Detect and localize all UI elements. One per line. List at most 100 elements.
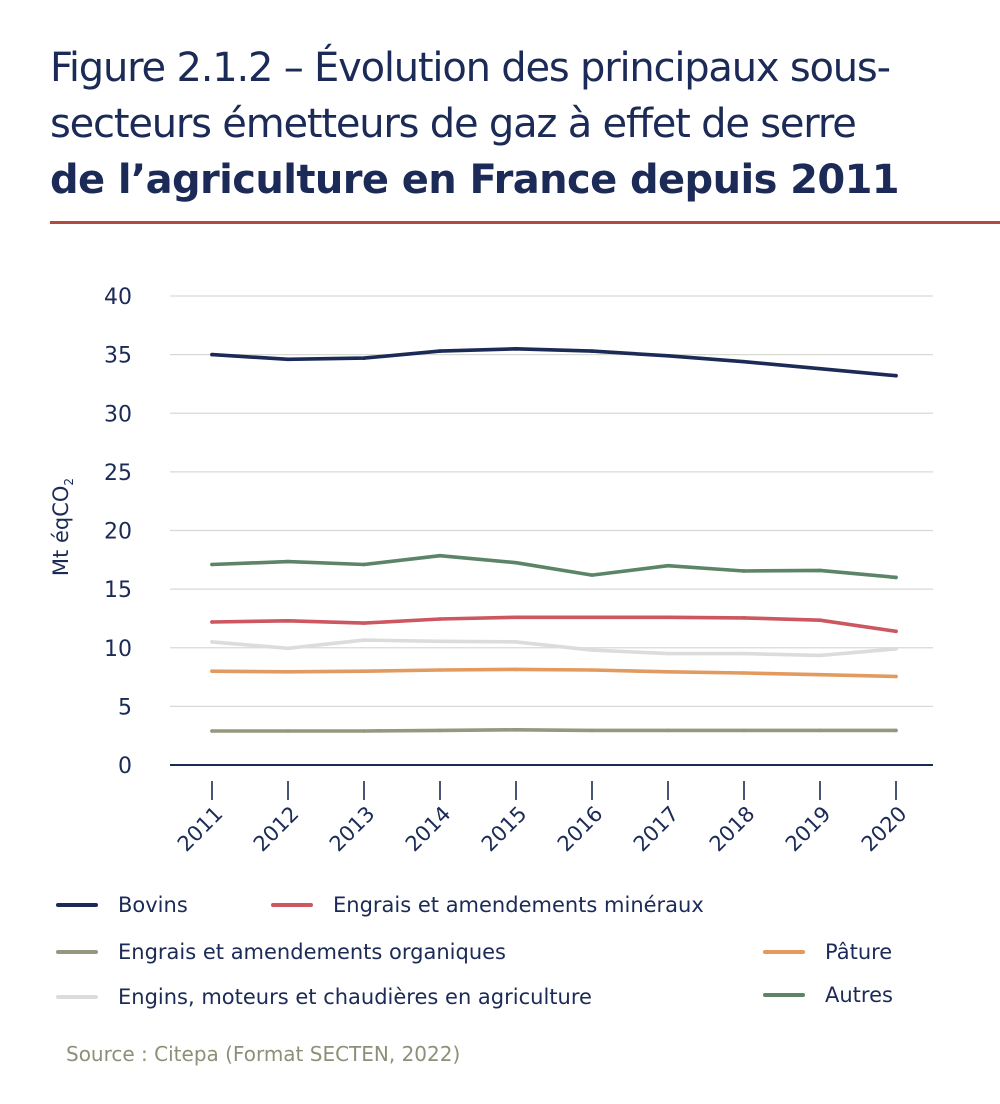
data-point — [590, 668, 594, 672]
series-lines — [210, 346, 898, 733]
data-point — [666, 728, 670, 733]
x-tick-label: 2017 — [629, 802, 684, 857]
title-line-3: de l’agriculture en France depuis 2011 — [50, 157, 900, 203]
data-point — [210, 669, 214, 673]
data-point — [438, 639, 442, 644]
source-note: Source : Citepa (Format SECTEN, 2022) — [66, 1042, 461, 1066]
legend-label: Engrais et amendements organiques — [118, 940, 506, 964]
legend-swatch-autres — [763, 993, 805, 997]
data-point — [286, 646, 290, 651]
data-point — [362, 638, 366, 642]
data-point — [514, 615, 518, 620]
legend-item-engrais-organiques[interactable]: Engrais et amendements organiques — [56, 940, 506, 964]
title-line-2: secteurs émetteurs de gaz à effet de ser… — [50, 101, 857, 147]
y-tick-label: 40 — [104, 285, 132, 310]
data-point — [210, 620, 214, 624]
data-point — [210, 640, 214, 644]
legend-item-autres[interactable]: Autres — [763, 983, 893, 1007]
legend-swatch-pature — [763, 950, 805, 954]
legend-label: Pâture — [825, 940, 893, 964]
data-point — [818, 653, 822, 658]
legend-label: Engrais et amendements minéraux — [333, 893, 704, 917]
title-line-1: Figure 2.1.2 – Évolution des principaux … — [50, 45, 891, 91]
legend-swatch-bovins — [56, 903, 98, 907]
title-divider — [50, 221, 1000, 224]
data-point — [362, 562, 366, 567]
data-point — [666, 615, 670, 620]
data-point — [818, 568, 822, 573]
data-point — [894, 373, 898, 378]
data-point — [286, 669, 290, 674]
data-point — [514, 640, 518, 644]
data-point — [438, 617, 442, 621]
x-ticks: 2011 2012 2013 2014 2015 2016 2017 2018 2019 2020 — [173, 781, 912, 856]
data-point — [666, 651, 670, 656]
data-point — [742, 616, 746, 620]
data-point — [590, 573, 594, 577]
series-line-2 — [210, 727, 898, 733]
y-tick-label: 10 — [104, 637, 132, 662]
y-tick-label: 15 — [104, 578, 132, 603]
data-point — [818, 366, 822, 371]
data-point — [894, 674, 898, 679]
series-line-3 — [210, 667, 898, 679]
data-point — [742, 359, 746, 364]
x-tick-label: 2015 — [477, 802, 532, 857]
y-tick-label: 35 — [104, 344, 132, 369]
data-point — [286, 729, 290, 733]
data-point — [514, 728, 518, 732]
y-tick-labels: 0 5 10 15 20 25 30 35 40 — [104, 285, 132, 779]
data-point — [894, 647, 898, 651]
data-point — [894, 728, 898, 733]
y-tick-label: 5 — [118, 695, 132, 720]
legend-item-engrais-mineraux[interactable]: Engrais et amendements minéraux — [271, 893, 704, 917]
data-point — [666, 563, 670, 568]
data-point — [362, 621, 366, 625]
series-line-0 — [210, 346, 898, 378]
data-point — [590, 648, 594, 652]
data-point — [590, 615, 594, 620]
y-axis-label: Mt éqCO2 — [49, 478, 76, 576]
x-tick-label: 2016 — [553, 802, 608, 857]
legend-label: Bovins — [118, 893, 188, 917]
figure-title: Figure 2.1.2 – Évolution des principaux … — [50, 40, 990, 208]
data-point — [590, 728, 594, 733]
x-tick-label: 2020 — [857, 802, 912, 857]
data-point — [894, 575, 898, 580]
data-point — [362, 729, 366, 733]
legend-label: Autres — [825, 983, 893, 1007]
data-point — [742, 569, 746, 573]
data-point — [286, 618, 290, 623]
x-tick-label: 2013 — [325, 802, 380, 857]
legend-item-pature[interactable]: Pâture — [763, 940, 892, 964]
data-point — [514, 346, 518, 351]
series-line-4 — [210, 638, 898, 658]
data-point — [210, 562, 214, 567]
data-point — [438, 553, 442, 558]
x-tick-label: 2011 — [173, 802, 228, 857]
x-tick-label: 2012 — [249, 802, 304, 857]
legend-item-bovins[interactable]: Bovins — [56, 893, 188, 917]
y-tick-label: 0 — [118, 754, 132, 779]
data-point — [742, 651, 746, 656]
data-point — [362, 356, 366, 360]
data-point — [210, 729, 214, 733]
data-point — [438, 668, 442, 672]
data-point — [514, 667, 518, 672]
y-tick-label: 25 — [104, 461, 132, 486]
legend-item-engins[interactable]: Engins, moteurs et chaudières en agricul… — [56, 985, 592, 1009]
data-point — [742, 671, 746, 675]
data-point — [362, 669, 366, 673]
data-point — [590, 349, 594, 353]
x-tick-label: 2019 — [781, 802, 836, 857]
legend-swatch-engrais-organiques — [56, 950, 98, 954]
x-tick-label: 2014 — [401, 802, 456, 857]
data-point — [666, 353, 670, 358]
data-point — [286, 559, 290, 564]
y-tick-label: 20 — [104, 520, 132, 545]
data-point — [894, 629, 898, 634]
y-axis-label-text: Mt éqCO — [49, 486, 73, 576]
data-point — [438, 728, 442, 733]
